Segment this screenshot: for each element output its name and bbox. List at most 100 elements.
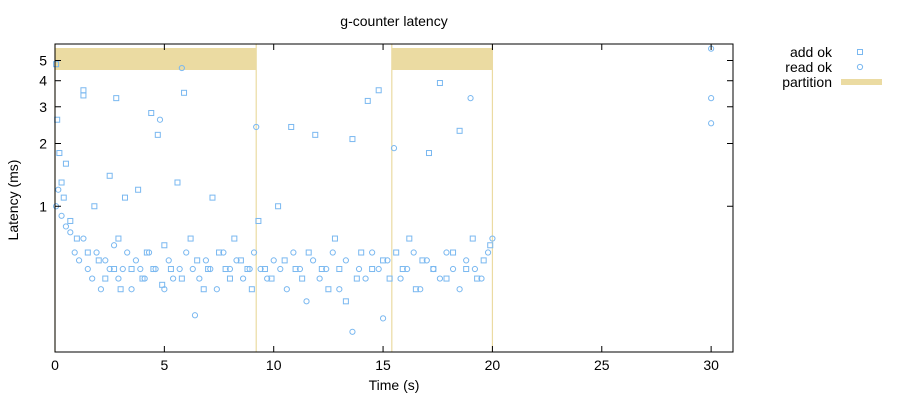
read-ok-point-75 <box>456 286 463 293</box>
add-ok-point-31 <box>178 275 185 282</box>
read-ok-point-5 <box>71 249 78 256</box>
add-ok-point-2 <box>56 150 63 157</box>
y-tick-label-3: 4 <box>39 73 47 89</box>
y-tick-label-2: 3 <box>39 99 47 115</box>
read-ok-point-12 <box>102 257 109 264</box>
x-tick-label-4: 20 <box>485 357 501 373</box>
add-ok-point-62 <box>358 249 365 256</box>
read-ok-point-3 <box>62 223 70 230</box>
add-ok-point-8 <box>80 87 87 94</box>
legend-label-1: read ok <box>785 59 833 75</box>
read-ok-point-29 <box>178 64 185 72</box>
add-ok-point-46 <box>261 266 268 273</box>
read-ok-point-55 <box>329 249 336 256</box>
read-ok-point-30 <box>183 249 190 256</box>
y-tick-label-1: 2 <box>39 135 47 151</box>
read-ok-point-57 <box>342 257 349 264</box>
read-ok-point-4 <box>67 229 74 236</box>
legend-marker-partition <box>841 79 882 85</box>
add-ok-point-18 <box>117 286 124 293</box>
add-ok-point-68 <box>393 249 400 256</box>
read-ok-point-23 <box>152 265 159 273</box>
add-ok-point-19 <box>121 194 128 201</box>
add-ok-point-80 <box>469 235 476 242</box>
read-ok-point-71 <box>430 265 437 273</box>
read-ok-point-65 <box>390 145 398 152</box>
add-ok-point-47 <box>268 275 275 282</box>
add-ok-point-22 <box>139 275 146 282</box>
x-tick-label-6: 30 <box>703 357 719 373</box>
read-ok-point-20 <box>137 265 144 273</box>
read-ok-point-43 <box>253 123 260 131</box>
add-ok-point-58 <box>336 266 343 273</box>
read-ok-point-14 <box>110 242 118 249</box>
add-ok-point-71 <box>412 286 419 293</box>
x-axis-label: Time (s) <box>369 377 420 393</box>
axis-ticks: 0 5 10 15 20 25 30 1 2 3 4 5 <box>39 44 733 373</box>
read-ok-point-36 <box>213 286 220 293</box>
add-ok-point-82 <box>480 257 487 264</box>
read-ok-point-74 <box>449 265 457 273</box>
read-ok-point-31 <box>189 265 196 273</box>
read-ok-point-25 <box>161 286 168 293</box>
add-ok-point-48 <box>275 203 282 210</box>
add-ok-point-64 <box>369 266 376 273</box>
partition-band-0 <box>55 48 257 70</box>
add-ok-point-76 <box>443 275 450 282</box>
read-ok-point-26 <box>165 257 172 264</box>
read-ok-point-63 <box>379 315 387 322</box>
read-ok-point-10 <box>93 249 100 256</box>
add-ok-point-36 <box>205 266 212 273</box>
read-ok-point-61 <box>369 249 376 256</box>
add-ok-point-32 <box>181 89 188 96</box>
add-ok-point-60 <box>349 136 356 143</box>
partition-bands <box>54 44 494 352</box>
read-ok-point-42 <box>250 249 258 256</box>
add-ok-point-9 <box>80 92 87 99</box>
add-ok-point-55 <box>318 266 325 273</box>
add-ok-point-65 <box>375 87 382 94</box>
add-ok-point-72 <box>419 257 426 264</box>
read-ok-point-81 <box>489 235 496 242</box>
y-axis-label: Latency (ms) <box>5 160 21 241</box>
read-ok-point-19 <box>132 257 140 264</box>
read-ok-point-50 <box>296 265 304 273</box>
read-ok-point-47 <box>277 265 284 273</box>
add-ok-point-29 <box>167 266 174 273</box>
add-ok-point-79 <box>463 266 470 273</box>
add-ok-point-61 <box>353 275 360 282</box>
read-ok-point-35 <box>207 265 214 273</box>
legend-label-0: add ok <box>790 44 833 60</box>
add-ok-point-3 <box>58 179 65 186</box>
read-ok-point-17 <box>124 249 131 256</box>
read-ok-point-72 <box>436 275 444 282</box>
read-ok-point-52 <box>309 257 317 264</box>
add-ok-point-75 <box>436 80 443 87</box>
add-ok-point-34 <box>194 257 201 264</box>
y-tick-label-4: 5 <box>39 53 47 69</box>
x-tick-label-2: 10 <box>266 357 282 373</box>
read-ok-point-27 <box>170 275 177 282</box>
add-ok-point-44 <box>248 286 255 293</box>
read-ok-point-6 <box>75 257 83 264</box>
add-ok-point-54 <box>312 131 319 138</box>
read-ok-point-69 <box>417 286 424 293</box>
legend-marker-add-ok <box>857 49 863 55</box>
read-ok-point-73 <box>443 249 450 256</box>
read-ok-point-11 <box>97 286 105 293</box>
read-ok-point-15 <box>115 275 122 282</box>
x-tick-label-5: 25 <box>594 357 610 373</box>
add-ok-point-81 <box>474 275 481 282</box>
read-ok-point-79 <box>478 275 485 282</box>
y-tick-label-0: 1 <box>39 198 47 214</box>
add-ok-point-51 <box>292 266 299 273</box>
add-ok-point-17 <box>115 235 122 242</box>
add-ok-point-83 <box>487 242 494 249</box>
read-ok-point-2 <box>58 212 65 219</box>
read-ok-point-66 <box>397 275 404 282</box>
read-ok-point-24 <box>156 116 164 123</box>
read-ok-point-7 <box>80 235 87 242</box>
read-ok-point-54 <box>323 265 330 273</box>
add-ok-point-16 <box>113 95 120 102</box>
